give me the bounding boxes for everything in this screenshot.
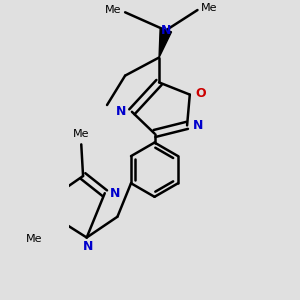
Text: Me: Me <box>201 3 217 13</box>
Text: N: N <box>82 240 93 253</box>
Text: N: N <box>193 119 203 132</box>
Polygon shape <box>159 29 172 58</box>
Text: Me: Me <box>73 129 89 139</box>
Text: N: N <box>110 187 121 200</box>
Text: N: N <box>160 24 171 37</box>
Text: Me: Me <box>26 234 42 244</box>
Text: Me: Me <box>105 5 122 15</box>
Text: N: N <box>116 105 126 118</box>
Text: O: O <box>195 87 206 100</box>
